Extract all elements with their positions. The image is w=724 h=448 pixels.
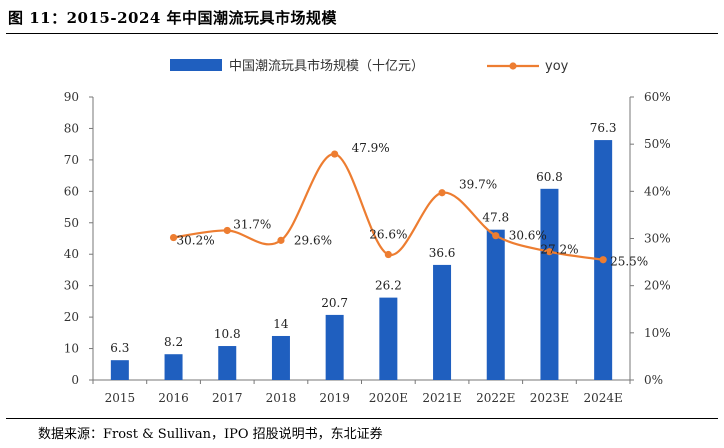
x-tick-label: 2020E — [369, 391, 408, 405]
line-series — [169, 150, 607, 264]
bar — [271, 335, 290, 380]
x-tick-label: 2015 — [105, 391, 136, 405]
y-left-tick-label: 80 — [64, 121, 79, 135]
bar-value-label: 26.2 — [375, 279, 402, 293]
x-tick-label: 2023E — [530, 391, 569, 405]
yoy-value-label: 39.7% — [459, 178, 497, 192]
yoy-point — [331, 150, 339, 158]
bar — [110, 360, 129, 380]
bar — [164, 354, 183, 380]
bar-value-label: 14 — [273, 317, 289, 331]
yoy-value-label: 27.2% — [540, 243, 578, 257]
y-left-tick-label: 30 — [64, 279, 79, 293]
y-right-tick-label: 20% — [644, 279, 671, 293]
bottom-rule — [6, 418, 718, 419]
y-left-tick-label: 60 — [64, 184, 79, 198]
figure-source: 数据来源：Frost & Sullivan，IPO 招股说明书，东北证券 — [38, 427, 383, 442]
bar-value-label: 10.8 — [214, 327, 241, 341]
y-right-tick-label: 0% — [644, 373, 663, 387]
x-tick-label: 2022E — [476, 391, 515, 405]
bar-value-label: 36.6 — [429, 246, 456, 260]
bar — [379, 297, 398, 380]
yoy-value-label: 31.7% — [233, 217, 271, 231]
x-tick-label: 2024E — [583, 391, 622, 405]
bar-value-label: 20.7 — [321, 296, 348, 310]
yoy-value-label: 30.6% — [509, 229, 547, 243]
bar — [218, 346, 237, 380]
bar — [486, 229, 505, 380]
legend: 中国潮流玩具市场规模（十亿元） yoy — [170, 58, 569, 74]
y-right-tick-label: 60% — [644, 90, 671, 104]
yoy-point — [492, 232, 500, 240]
bar-value-label: 6.3 — [110, 341, 129, 355]
yoy-point — [169, 233, 178, 242]
x-tick-label: 2019 — [319, 391, 350, 405]
yoy-value-label: 47.9% — [352, 141, 390, 155]
top-rule — [6, 33, 718, 34]
bar-value-label: 60.8 — [536, 170, 563, 184]
figure-title: 图 11：2015-2024 年中国潮流玩具市场规模 — [8, 5, 720, 31]
yoy-point — [384, 250, 392, 259]
legend-line-marker — [509, 62, 517, 70]
yoy-value-label: 30.2% — [176, 234, 214, 248]
y-left-tick-label: 20 — [64, 310, 79, 324]
y-left-tick-label: 90 — [64, 90, 79, 104]
y-right-tick-label: 40% — [644, 184, 671, 198]
yoy-point — [223, 226, 231, 235]
bar-value-label: 8.2 — [164, 335, 183, 349]
yoy-value-label: 26.6% — [369, 228, 407, 242]
y-right-tick-label: 10% — [644, 326, 671, 340]
yoy-point — [599, 256, 607, 264]
legend-line-label: yoy — [545, 59, 569, 74]
figure-title-text: 图 11：2015-2024 年中国潮流玩具市场规模 — [8, 9, 338, 27]
y-left-tick-label: 70 — [64, 153, 79, 167]
yoy-value-label: 25.5% — [610, 255, 648, 269]
axes: 0 10 20 30 40 50 60 70 80 90 0% 10% 20% 30% 40% 50% 60% 2… — [64, 90, 671, 405]
x-tick-label: 2016 — [158, 391, 189, 405]
y-left-tick-label: 40 — [64, 247, 79, 261]
bar — [540, 188, 559, 380]
yoy-point — [545, 248, 554, 256]
legend-bar-label: 中国潮流玩具市场规模（十亿元） — [229, 58, 424, 74]
y-right-tick-label: 30% — [644, 232, 671, 246]
x-tick-label: 2018 — [266, 391, 297, 405]
y-left-tick-label: 10 — [64, 342, 79, 356]
bar-value-label: 76.3 — [590, 121, 617, 135]
yoy-point — [277, 236, 285, 244]
bar — [433, 264, 452, 380]
bar-series — [110, 140, 613, 380]
yoy-point — [438, 189, 446, 197]
y-left-tick-label: 0 — [71, 373, 79, 387]
data-labels: 6.3 8.2 10.8 14 20.7 26.2 36.6 47.8 60.8 76.3 30.2… — [110, 121, 648, 355]
x-tick-label: 2017 — [212, 391, 243, 405]
x-tick-label: 2021E — [422, 391, 461, 405]
y-left-tick-label: 50 — [64, 216, 79, 230]
yoy-line — [173, 152, 604, 261]
bar — [325, 314, 344, 380]
legend-bar-swatch — [170, 59, 222, 71]
bar-value-label: 47.8 — [482, 211, 509, 225]
yoy-value-label: 29.6% — [294, 233, 332, 247]
y-right-tick-label: 50% — [644, 137, 671, 151]
